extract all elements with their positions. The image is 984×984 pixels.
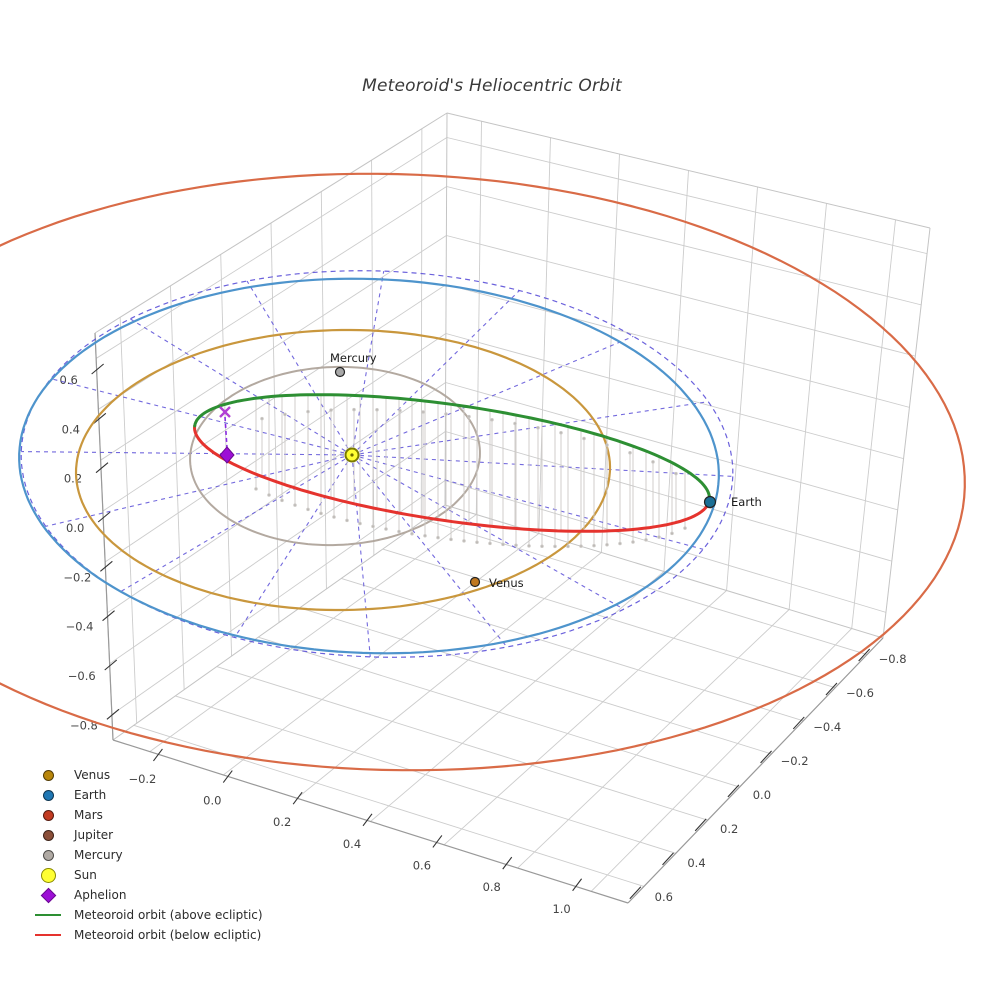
legend-dot-icon	[30, 769, 66, 781]
svg-text:−0.2: −0.2	[128, 772, 156, 786]
svg-text:0.4: 0.4	[62, 422, 80, 436]
legend-label: Earth	[74, 788, 107, 802]
sun-marker	[344, 447, 360, 463]
meteoroid-orbit-above	[193, 393, 712, 502]
svg-text:−0.4: −0.4	[813, 720, 841, 734]
svg-text:0.6: 0.6	[655, 890, 673, 904]
legend-diamond-icon	[30, 887, 66, 903]
legend: Venus Earth Mars Jupiter Mercury Sun Aphelion M…	[30, 765, 263, 945]
legend-label: Meteoroid orbit (below ecliptic)	[74, 928, 262, 942]
svg-text:0.8: 0.8	[483, 880, 501, 894]
legend-label: Meteoroid orbit (above ecliptic)	[74, 908, 263, 922]
svg-text:0.0: 0.0	[66, 521, 84, 535]
legend-label: Sun	[74, 868, 97, 882]
svg-text:0.0: 0.0	[203, 794, 221, 808]
svg-text:1.0: 1.0	[552, 902, 570, 916]
legend-item: Jupiter	[30, 825, 263, 845]
svg-text:−0.2: −0.2	[63, 570, 91, 584]
legend-item: Meteoroid orbit (below ecliptic)	[30, 925, 263, 945]
svg-text:−0.2: −0.2	[781, 754, 809, 768]
legend-item: Meteoroid orbit (above ecliptic)	[30, 905, 263, 925]
legend-dot-icon	[30, 867, 66, 883]
earth-marker: Earth	[703, 495, 762, 509]
svg-text:−0.4: −0.4	[66, 620, 94, 634]
legend-item: Sun	[30, 865, 263, 885]
legend-label: Aphelion	[74, 888, 127, 902]
svg-text:0.2: 0.2	[64, 472, 82, 486]
aphelion-marker	[219, 406, 235, 464]
svg-text:0.6: 0.6	[59, 373, 77, 387]
legend-line	[30, 914, 66, 916]
svg-text:−0.8: −0.8	[879, 652, 907, 666]
legend-label: Venus	[74, 768, 111, 782]
legend-dot-icon	[30, 809, 66, 821]
svg-text:Earth: Earth	[731, 495, 762, 509]
svg-text:0.2: 0.2	[720, 822, 738, 836]
legend-dot-icon	[30, 849, 66, 861]
svg-text:−0.6: −0.6	[68, 669, 96, 683]
legend-label: Mercury	[74, 848, 123, 862]
legend-line	[30, 934, 66, 936]
svg-text:−0.8: −0.8	[70, 718, 98, 732]
legend-item: Venus	[30, 765, 263, 785]
meteoroid-orbit-below	[192, 424, 711, 533]
venus-marker: Venus	[469, 576, 524, 590]
svg-text:0.2: 0.2	[273, 815, 291, 829]
legend-label: Mars	[74, 808, 103, 822]
svg-text:0.4: 0.4	[687, 856, 705, 870]
legend-item: Aphelion	[30, 885, 263, 905]
legend-dot-icon	[30, 789, 66, 801]
legend-item: Earth	[30, 785, 263, 805]
legend-dot-icon	[30, 829, 66, 841]
svg-text:−0.6: −0.6	[846, 686, 874, 700]
svg-text:Mercury: Mercury	[330, 351, 377, 365]
page-title: Meteoroid's Heliocentric Orbit	[362, 76, 622, 96]
legend-item: Mercury	[30, 845, 263, 865]
legend-label: Jupiter	[74, 828, 114, 842]
svg-text:0.0: 0.0	[753, 788, 771, 802]
mercury-marker: Mercury	[330, 351, 377, 378]
svg-text:0.4: 0.4	[343, 837, 361, 851]
svg-text:0.6: 0.6	[413, 858, 431, 872]
svg-text:Venus: Venus	[489, 576, 524, 590]
legend-item: Mars	[30, 805, 263, 825]
